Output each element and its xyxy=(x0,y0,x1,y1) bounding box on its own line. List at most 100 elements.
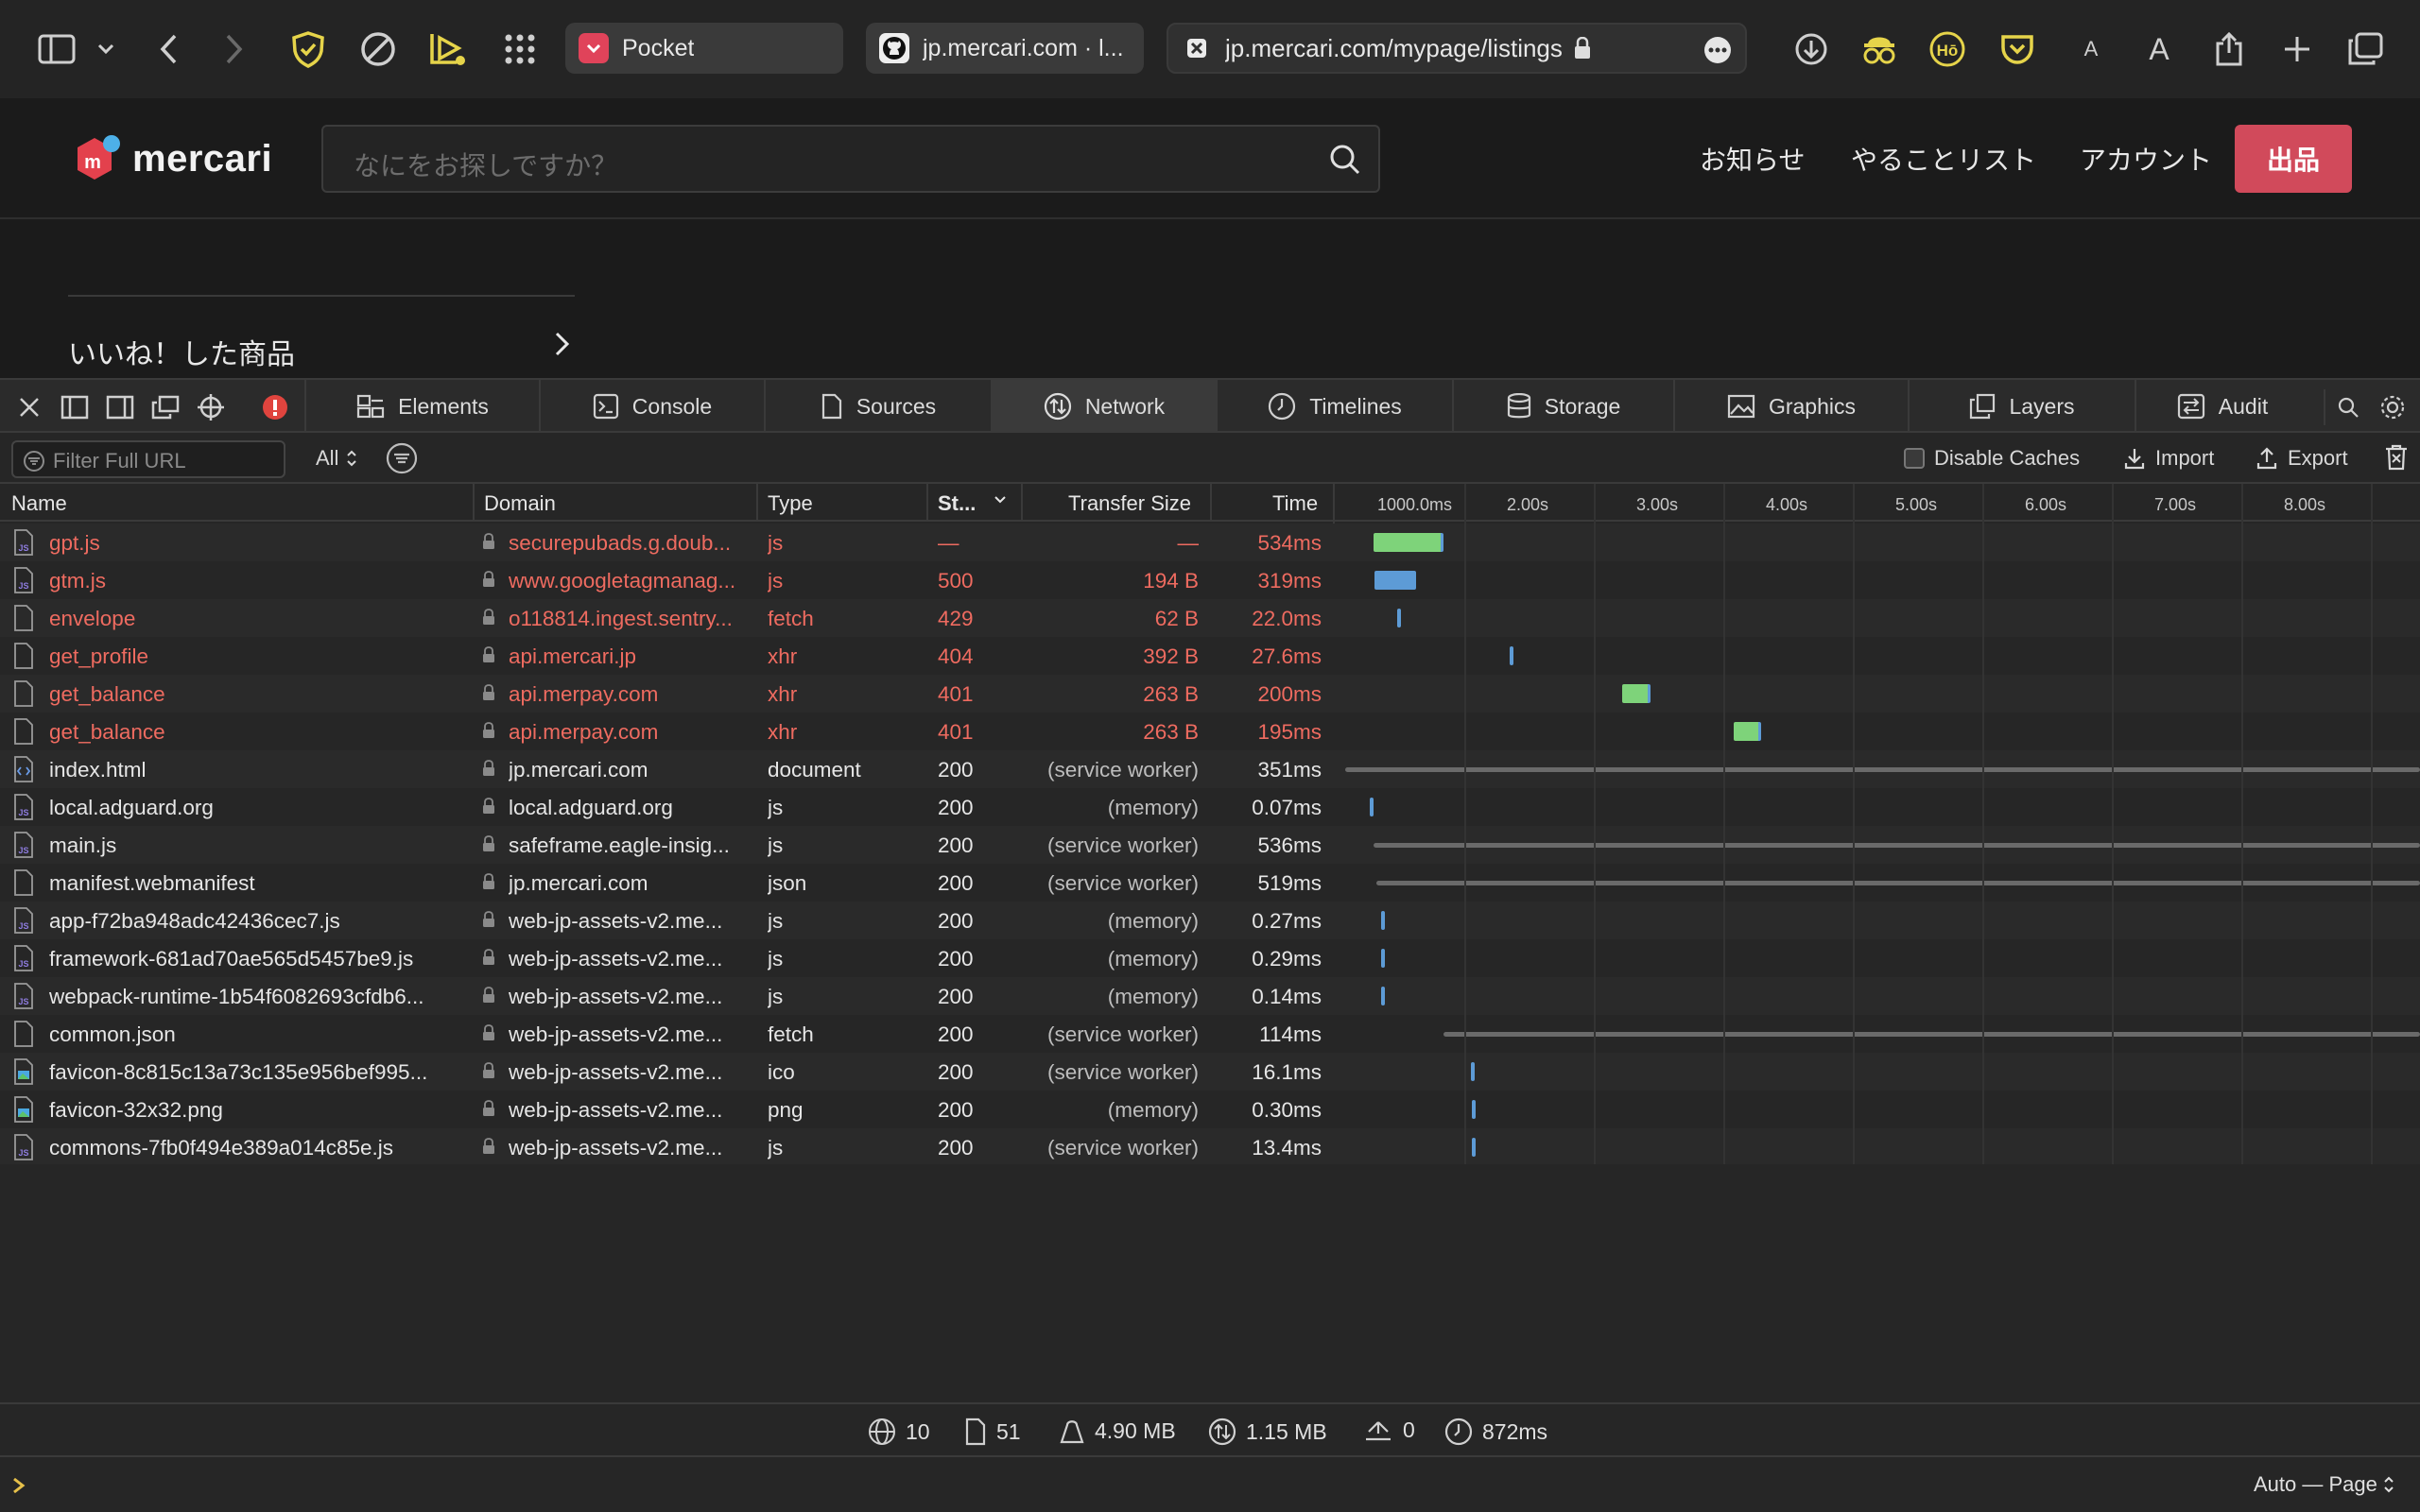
close-inspector-icon[interactable] xyxy=(13,391,45,423)
tab-github[interactable]: jp.mercari.com · l... xyxy=(866,23,1144,74)
more-options-icon[interactable] xyxy=(1703,36,1732,64)
nav-todo-list[interactable]: やることリスト xyxy=(1851,146,2037,175)
address-url[interactable]: jp.mercari.com/mypage/listings xyxy=(1225,33,1563,62)
spy-glasses-icon[interactable] xyxy=(1857,26,1902,72)
sidebar-toggle-icon[interactable] xyxy=(34,26,79,72)
mercari-logo[interactable]: m mercari xyxy=(68,132,272,185)
request-row[interactable]: JS framework-681ad70ae565d5457be9.js web-j… xyxy=(0,939,2420,977)
search-box[interactable]: なにをお探しですか？ xyxy=(321,125,1380,193)
shield-check-icon[interactable] xyxy=(285,26,331,72)
forward-icon[interactable] xyxy=(212,26,257,72)
tab-elements[interactable]: Elements xyxy=(304,380,539,433)
waterfall-tick xyxy=(1381,949,1386,968)
filter-url-field[interactable]: Filter Full URL xyxy=(11,440,285,478)
document-file-icon xyxy=(14,869,33,896)
sell-button[interactable]: 出品 xyxy=(2235,125,2352,193)
request-domain: api.merpay.com xyxy=(509,720,659,744)
filter-options-icon[interactable] xyxy=(386,442,418,474)
request-row[interactable]: favicon-32x32.png web-jp-assets-v2.me... p… xyxy=(0,1091,2420,1128)
text-smaller-button[interactable]: A xyxy=(2083,37,2099,60)
element-picker-icon[interactable] xyxy=(195,391,227,423)
tab-layers[interactable]: Layers xyxy=(1908,380,2135,433)
tab-overview-icon[interactable] xyxy=(2342,26,2388,72)
nav-notifications[interactable]: お知らせ xyxy=(1700,146,1806,175)
request-row[interactable]: JS main.js safeframe.eagle-insig... js 200 (s… xyxy=(0,826,2420,864)
dock-bottom-icon[interactable] xyxy=(59,391,91,423)
filter-url-input[interactable]: Filter Full URL xyxy=(53,449,186,472)
tab-console[interactable]: Console xyxy=(539,380,764,433)
column-divider xyxy=(756,484,758,522)
request-name: commons-7fb0f494e389a014c85e.js xyxy=(49,1136,393,1160)
waterfall-line xyxy=(1344,767,2420,772)
image-file-icon xyxy=(14,1058,33,1085)
resource-size-value: 4.90 MB xyxy=(1095,1418,1176,1443)
download-icon[interactable] xyxy=(1789,26,1834,72)
resource-type-select[interactable]: All xyxy=(316,446,357,471)
request-row[interactable]: get_balance api.merpay.com xhr 401 263 B 200m… xyxy=(0,675,2420,713)
request-row[interactable]: common.json web-jp-assets-v2.me... fetch 20… xyxy=(0,1015,2420,1053)
request-row[interactable]: envelope o118814.ingest.sentry... fetch 429… xyxy=(0,599,2420,637)
import-button[interactable]: Import xyxy=(2123,446,2214,471)
error-indicator-icon[interactable] xyxy=(259,391,291,423)
request-row[interactable]: JS gtm.js www.googletagmanag... js 500 194 B 3… xyxy=(0,561,2420,599)
column-domain[interactable]: Domain xyxy=(484,491,556,515)
column-time[interactable]: Time xyxy=(1272,491,1319,515)
ho-extension-icon[interactable]: Hō xyxy=(1925,26,1970,72)
column-status[interactable]: St... xyxy=(938,491,977,515)
tab-storage[interactable]: Storage xyxy=(1452,380,1673,433)
disable-caches-checkbox[interactable] xyxy=(1904,448,1925,469)
nav-account[interactable]: アカウント xyxy=(2080,146,2213,175)
new-tab-icon[interactable] xyxy=(2274,26,2320,72)
dock-right-icon[interactable] xyxy=(104,391,136,423)
liked-items-link[interactable]: いいね！した商品 xyxy=(68,295,575,370)
tab-audit[interactable]: Audit xyxy=(2135,380,2308,433)
request-name: gpt.js xyxy=(49,531,100,555)
pocket-save-icon[interactable] xyxy=(1995,26,2040,72)
tab-timelines[interactable]: Timelines xyxy=(1216,380,1452,433)
block-icon[interactable] xyxy=(355,26,401,72)
disable-caches-toggle[interactable]: Disable Caches xyxy=(1904,446,2080,471)
request-type: xhr xyxy=(768,644,798,668)
request-row[interactable]: JS gpt.js securepubads.g.doub... js — — 534ms xyxy=(0,524,2420,561)
request-row[interactable]: manifest.webmanifest jp.mercari.com json 20… xyxy=(0,864,2420,902)
share-icon[interactable] xyxy=(2206,26,2252,72)
column-name[interactable]: Name xyxy=(11,491,67,515)
request-row[interactable]: get_profile api.mercari.jp xhr 404 392 B 27.6… xyxy=(0,637,2420,675)
column-transfer-size[interactable]: Transfer Size xyxy=(1068,491,1192,515)
tab-graphics[interactable]: Graphics xyxy=(1673,380,1908,433)
request-row[interactable]: JS local.adguard.org local.adguard.org js 20… xyxy=(0,788,2420,826)
chevron-down-icon[interactable] xyxy=(83,26,129,72)
search-input[interactable]: なにをお探しですか？ xyxy=(354,151,618,180)
column-type[interactable]: Type xyxy=(768,491,813,515)
lock-icon xyxy=(483,571,494,587)
apps-grid-icon[interactable] xyxy=(497,26,543,72)
request-transfer-size: — xyxy=(1177,531,1200,555)
settings-gear-icon[interactable] xyxy=(2377,391,2409,423)
request-row[interactable]: favicon-8c815c13a73c135e956bef995... web-… xyxy=(0,1053,2420,1091)
detach-window-icon[interactable] xyxy=(149,391,182,423)
tab-network[interactable]: Network xyxy=(991,380,1216,433)
tab-active-address[interactable]: jp.mercari.com/mypage/listings xyxy=(1167,23,1747,74)
search-icon[interactable] xyxy=(2324,389,2371,425)
video-play-icon[interactable] xyxy=(425,26,471,72)
back-icon[interactable] xyxy=(146,26,191,72)
lock-icon xyxy=(483,1138,494,1154)
updown-chevron-icon xyxy=(2384,1476,2394,1493)
request-row[interactable]: JS commons-7fb0f494e389a014c85e.js web-jp-… xyxy=(0,1128,2420,1164)
console-prompt-bar[interactable]: Auto — Page xyxy=(0,1455,2420,1512)
export-button[interactable]: Export xyxy=(2256,446,2348,471)
export-icon xyxy=(2256,447,2277,470)
svg-text:JS: JS xyxy=(18,846,28,855)
tab-pocket[interactable]: Pocket xyxy=(565,23,843,74)
tab-sources[interactable]: Sources xyxy=(764,380,991,433)
request-row[interactable]: JS webpack-runtime-1b54f6082693cfdb6... we… xyxy=(0,977,2420,1015)
clear-log-icon[interactable] xyxy=(2384,444,2409,471)
request-row[interactable]: index.html jp.mercari.com document 200 (serv… xyxy=(0,750,2420,788)
request-status: 200 xyxy=(938,909,974,933)
execution-context-select[interactable]: Auto — Page xyxy=(2254,1472,2394,1497)
text-larger-button[interactable]: A xyxy=(2149,31,2169,66)
request-row[interactable]: JS app-f72ba948adc42436cec7.js web-jp-asse… xyxy=(0,902,2420,939)
search-icon[interactable] xyxy=(1329,144,1361,176)
request-row[interactable]: get_balance api.merpay.com xhr 401 263 B 195m… xyxy=(0,713,2420,750)
close-icon[interactable] xyxy=(1182,33,1212,63)
